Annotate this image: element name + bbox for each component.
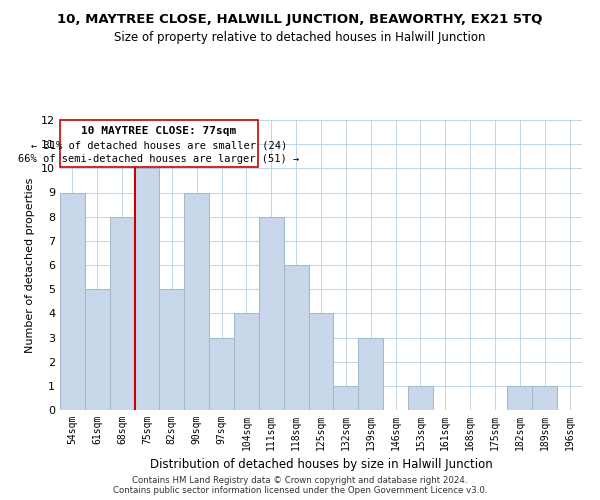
Bar	[284, 265, 308, 410]
Text: ← 31% of detached houses are smaller (24): ← 31% of detached houses are smaller (24…	[31, 140, 287, 150]
Bar	[532, 386, 557, 410]
Text: 10, MAYTREE CLOSE, HALWILL JUNCTION, BEAWORTHY, EX21 5TQ: 10, MAYTREE CLOSE, HALWILL JUNCTION, BEA…	[58, 12, 542, 26]
Bar	[85, 289, 110, 410]
FancyBboxPatch shape	[61, 120, 257, 167]
Bar	[134, 168, 160, 410]
Text: Size of property relative to detached houses in Halwill Junction: Size of property relative to detached ho…	[114, 31, 486, 44]
Bar	[358, 338, 383, 410]
Bar	[110, 216, 134, 410]
X-axis label: Distribution of detached houses by size in Halwill Junction: Distribution of detached houses by size …	[149, 458, 493, 471]
Text: Contains public sector information licensed under the Open Government Licence v3: Contains public sector information licen…	[113, 486, 487, 495]
Bar	[259, 216, 284, 410]
Bar	[60, 192, 85, 410]
Bar	[334, 386, 358, 410]
Bar	[508, 386, 532, 410]
Bar	[308, 314, 334, 410]
Bar	[184, 192, 209, 410]
Bar	[209, 338, 234, 410]
Text: Contains HM Land Registry data © Crown copyright and database right 2024.: Contains HM Land Registry data © Crown c…	[132, 476, 468, 485]
Y-axis label: Number of detached properties: Number of detached properties	[25, 178, 35, 352]
Bar	[234, 314, 259, 410]
Bar	[408, 386, 433, 410]
Bar	[160, 289, 184, 410]
Text: 66% of semi-detached houses are larger (51) →: 66% of semi-detached houses are larger (…	[19, 154, 299, 164]
Text: 10 MAYTREE CLOSE: 77sqm: 10 MAYTREE CLOSE: 77sqm	[82, 126, 236, 136]
